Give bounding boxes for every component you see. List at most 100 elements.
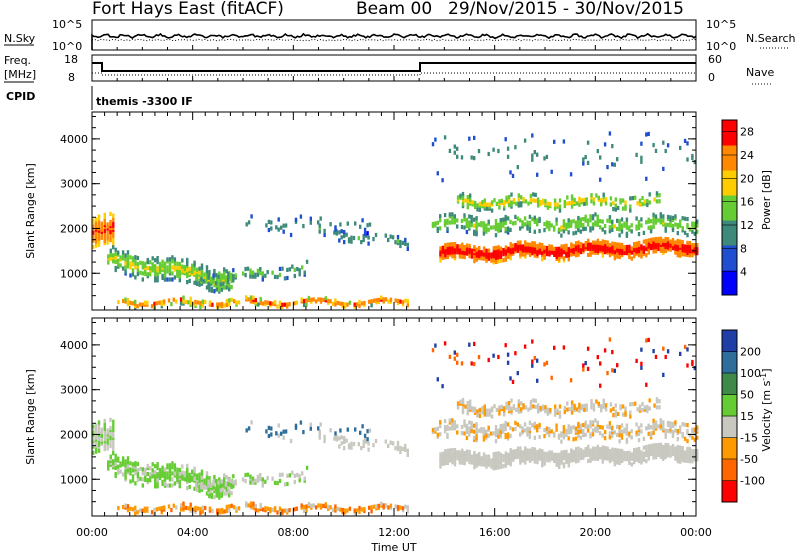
power-cell [446,218,449,223]
power-cell [579,229,582,234]
power-cell [531,241,534,246]
velocity-cell [216,508,219,513]
power-cell [654,220,658,225]
power-cell [228,302,231,307]
velocity-cell [470,425,473,430]
power-cell [520,195,523,200]
velocity-cell [652,418,655,423]
power-cell [557,227,561,232]
velocity-cell [570,448,573,453]
velocity-cell [603,430,607,435]
power-cell [220,273,223,278]
velocity-cell [567,424,570,429]
velocity-cell [647,448,650,453]
power-cell [584,155,587,160]
power-cell [635,224,638,229]
velocity-cell [129,506,132,511]
velocity-cell [232,480,235,485]
velocity-cell [545,456,549,461]
velocity-cell [124,463,127,468]
velocity-cell [193,472,196,477]
velocity-cell [141,471,144,476]
power-cell [620,229,624,234]
velocity-cell [659,418,662,423]
velocity-cell [608,449,612,454]
velocity-cell [232,505,236,510]
power-cell [149,260,152,265]
power-cell [336,300,339,306]
power-cell [586,222,590,227]
power-cell [601,253,604,258]
power-cell [195,276,198,281]
velocity-cell [334,504,337,509]
velocity-cell [267,433,271,439]
velocity-cell [134,471,137,476]
power-cell [654,214,658,219]
power-cell [443,135,447,140]
velocity-cell [529,403,533,409]
power-cell [586,218,590,223]
velocity-cell [215,493,218,498]
plot-title: Fort Hays East (fitACF) [92,0,284,19]
power-cell [267,227,271,233]
velocity-cell [247,426,251,431]
velocity-cell [178,484,181,489]
velocity-cell [608,425,612,430]
velocity-cell [556,408,559,413]
power-cell [283,276,287,281]
velocity-cell [616,363,619,368]
velocity-cell [372,504,376,509]
velocity-cell [603,436,607,441]
power-cell [366,223,369,228]
power-cell [681,252,684,257]
velocity-cell [245,428,248,433]
power-cell [126,254,130,259]
velocity-cell [509,425,512,430]
velocity-cell [461,448,464,453]
power-cell [502,252,505,257]
power-cell [602,198,605,203]
power-cell [347,237,351,242]
power-cell [487,219,490,224]
power-cell [404,298,407,303]
power-cell [567,218,570,223]
velocity-cell [541,449,544,454]
cpid-label: CPID [6,90,35,103]
velocity-cell [195,486,198,491]
velocity-cell [482,431,486,436]
power-cell [507,195,511,200]
power-cell [360,301,364,306]
power-cell [168,257,172,262]
power-cell [401,240,405,245]
power-cell [134,275,137,280]
power-cell [232,299,236,304]
velocity-cell [144,467,147,472]
power-cell [346,221,349,226]
velocity-cell [696,435,699,440]
power-cell [604,246,607,251]
power-cell [166,269,169,274]
velocity-cell [301,471,304,476]
velocity-cell [599,425,602,430]
nsky-trace [91,32,697,50]
velocity-cell [453,460,457,465]
velocity-cell [558,410,562,415]
power-cell [482,250,486,255]
velocity-cell [360,446,363,451]
power-cell [247,297,250,302]
velocity-cell [261,507,265,512]
velocity-cell [97,430,101,435]
velocity-cell [224,482,228,487]
velocity-cell [548,426,551,432]
power-ylabel: Slant Range [km] [24,163,37,259]
velocity-cell [645,459,648,464]
power-cell [553,206,557,211]
velocity-cell [483,408,486,413]
power-cell [521,244,524,249]
power-cell [343,234,346,239]
velocity-cell [562,429,566,434]
velocity-cell [624,410,627,415]
power-cell [363,227,367,232]
velocity-cell [171,483,174,488]
